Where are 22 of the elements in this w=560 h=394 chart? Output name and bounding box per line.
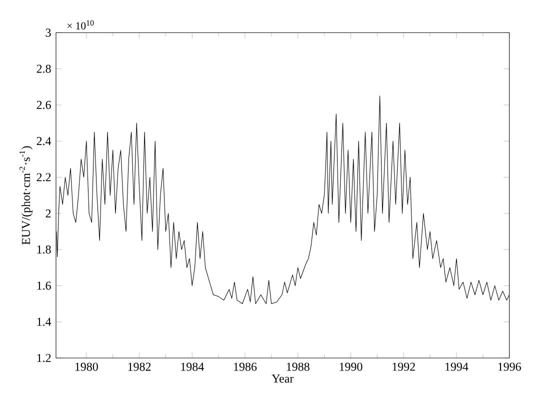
y-tick-label: 1.6: [37, 282, 51, 290]
text: × 10$^{10}$: [68, 20, 94, 30]
y-tick-label: 3: [46, 28, 51, 37]
y-tick-label: 2: [46, 209, 51, 218]
y-tick-label: 1.2: [37, 354, 51, 362]
x-tick-label: 1994: [446, 362, 468, 371]
x-tick-label: 1986: [234, 362, 257, 371]
y-tick-label: 2.8: [36, 64, 51, 73]
x-axis-title: Year: [272, 374, 294, 383]
y-tick-label: 2.2: [36, 173, 51, 182]
y-tick-label: 2.4: [36, 137, 52, 146]
y-tick-label: 1.8: [37, 245, 51, 254]
x-tick-label: 1988: [286, 362, 310, 371]
y-tick-label: 2.6: [36, 100, 51, 110]
x-tick-label: 1992: [392, 362, 415, 371]
x-tick-label: 1996: [498, 362, 521, 371]
x-tick-label: 1984: [181, 362, 204, 371]
x-tick-label: 1982: [128, 362, 151, 371]
x-tick-label: 1980: [75, 362, 98, 371]
x-tick-label: 1990: [340, 362, 362, 371]
y-tick-label: 1.4: [37, 318, 52, 326]
y-axis-title: EUV/(phot·cm$^{-2}$·s$^{-1}$): [20, 146, 32, 245]
